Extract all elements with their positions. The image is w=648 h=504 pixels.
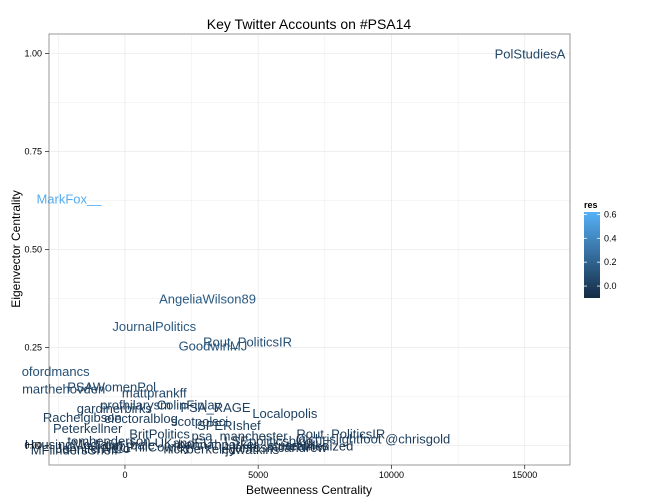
point-label: Rout_PoliticsIR xyxy=(296,427,385,442)
point-label: BritPolitics xyxy=(129,427,190,442)
x-tick-label: 15000 xyxy=(512,470,537,480)
point-label: Peterkellner xyxy=(53,421,123,436)
point-label: SPERIshef xyxy=(197,418,261,433)
point-label: JenniferNero xyxy=(56,441,130,456)
legend-title: res xyxy=(584,200,598,210)
legend-ticks: 0.0 0.2 0.4 0.6 xyxy=(584,209,617,291)
x-tick-label: 5000 xyxy=(248,470,268,480)
legend-tick-label: 0.2 xyxy=(604,257,617,267)
y-axis-title: Eigenvector Centrality xyxy=(9,190,23,307)
x-tick-label: 0 xyxy=(122,470,127,480)
point-label: rjdwatkins xyxy=(221,442,279,457)
point-label: ColinFinlay xyxy=(157,397,222,412)
y-tick-label: 0.50 xyxy=(24,245,42,255)
point-label: UKandEU xyxy=(155,435,213,450)
point-label: tim_bale xyxy=(106,438,155,453)
point-label: psa_manchester xyxy=(191,429,288,444)
point-label: PSAWomenPol xyxy=(67,380,156,395)
point-label: AngeliaWilson89 xyxy=(159,291,256,306)
point-label: PSA_RAGE xyxy=(181,400,251,415)
y-tick-label: 0.75 xyxy=(24,147,42,157)
point-label: ofordmancs xyxy=(22,364,90,379)
point-label: @PhilCowley xyxy=(113,440,191,455)
point-label: Rachelgibson xyxy=(43,410,122,425)
grid-lines xyxy=(49,34,570,465)
chart-title: Key Twitter Accounts on #PSA14 xyxy=(207,16,412,32)
point-label: Rout_PoliticsIR xyxy=(203,335,292,350)
point-label: HousingMedia xyxy=(25,437,109,452)
point-label: PolStudiesA xyxy=(495,47,566,62)
y-tick-label: 0.00 xyxy=(24,440,42,450)
point-label: electoralblog xyxy=(104,411,178,426)
point-label: marthehovden xyxy=(22,382,105,397)
point-labels: PolStudiesA MarkFox__ AngeliaWilson89 Journ… xyxy=(22,47,566,458)
y-tick-label: 0.25 xyxy=(24,342,42,352)
legend-tick-label: 0.4 xyxy=(604,233,617,243)
color-legend: res 0.0 0.2 0.4 0.6 xyxy=(584,200,617,298)
point-label: hannahparker xyxy=(178,437,259,452)
point-label: @chrislightfoot @chrisgold xyxy=(295,431,450,446)
axis-ticks: 0 5000 10000 15000 0.00 0.25 0.50 0.75 1.00 xyxy=(24,49,537,480)
point-label: MFlindersSheff xyxy=(31,442,119,457)
legend-tick-label: 0.6 xyxy=(604,209,617,219)
point-label: JournalPolitics xyxy=(112,319,196,334)
point-label: MarkFox__ xyxy=(36,192,102,207)
legend-tick-label: 0.0 xyxy=(604,281,617,291)
y-tick-label: 1.00 xyxy=(24,49,42,59)
point-label: nickberkeley xyxy=(163,442,236,457)
point-label: Localopolis xyxy=(252,406,318,421)
point-label: stuartwilks xyxy=(268,438,329,453)
point-label: profhilarysm xyxy=(100,397,171,412)
point-label: Heathenized xyxy=(280,438,353,453)
legend-colorbar xyxy=(584,212,600,298)
point-label: GoodwinMJ xyxy=(179,338,248,353)
point-label: tomhenderson xyxy=(67,434,150,449)
x-axis-title: Betweenness Centrality xyxy=(246,483,372,497)
point-label: jamesmcandrew xyxy=(231,440,327,455)
point-label: gardinerbirks xyxy=(77,401,153,416)
point-label: scotpolsci xyxy=(171,414,228,429)
point-label: LSEpoliticsblog xyxy=(224,433,313,448)
x-tick-label: 10000 xyxy=(379,470,404,480)
point-label: mattprankff xyxy=(122,386,187,401)
